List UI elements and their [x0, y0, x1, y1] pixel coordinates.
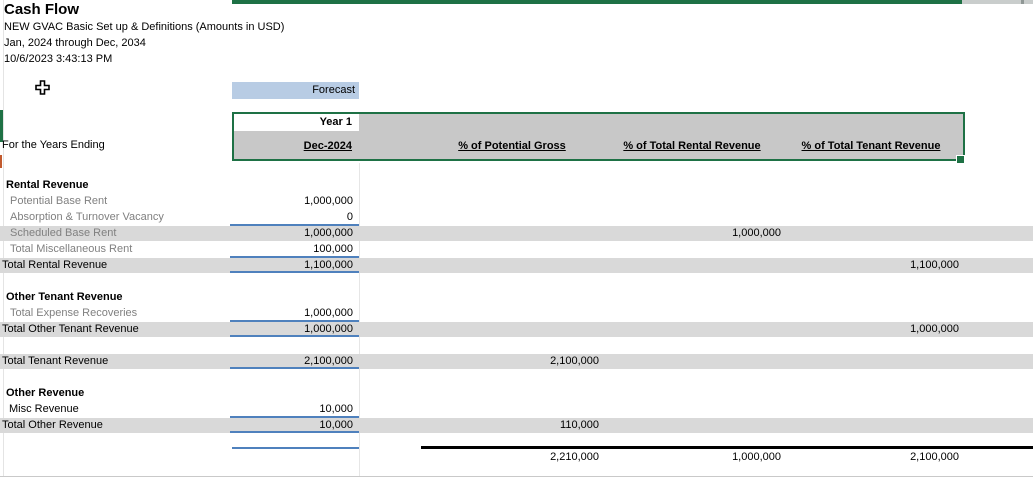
subtotal-rule	[230, 271, 359, 273]
cell-value: 1,000,000	[732, 451, 781, 463]
table-row: 2,210,000 1,000,000 2,100,000	[0, 450, 1033, 466]
report-subtitle: NEW GVAC Basic Set up & Definitions (Amo…	[4, 21, 285, 33]
row-label: Total Rental Revenue	[2, 259, 108, 271]
row-label: Scheduled Base Rent	[10, 227, 117, 239]
table-row: Absorption & Turnover Vacancy 0	[0, 210, 1033, 226]
row-label: Total Other Revenue	[2, 419, 103, 431]
table-row: Scheduled Base Rent 1,000,000 1,000,000	[0, 226, 1033, 241]
cell-value: 1,000,000	[304, 227, 353, 239]
cell-value: 0	[346, 211, 353, 223]
subtotal-rule	[230, 256, 359, 258]
subtotal-rule	[230, 320, 359, 322]
cell-value: 1,000,000	[732, 227, 781, 239]
cell-value: 2,100,000	[910, 451, 959, 463]
table-row	[0, 370, 1033, 386]
row-label: Total Miscellaneous Rent	[10, 243, 133, 255]
cell-value: 10,000	[319, 419, 353, 431]
column-header-period[interactable]: Dec-2024	[303, 140, 352, 152]
subtotal-rule	[230, 367, 359, 369]
scenario-cell[interactable]: Forecast	[232, 82, 359, 99]
report-timestamp: 10/6/2023 3:43:13 PM	[4, 53, 113, 65]
table-row	[0, 338, 1033, 354]
selection-handle[interactable]	[956, 155, 965, 164]
subtotal-rule	[230, 416, 359, 418]
column-gridline	[359, 163, 360, 476]
cell-value: 1,100,000	[910, 259, 959, 271]
row-label: Absorption & Turnover Vacancy	[10, 211, 164, 223]
cell-value: 1,000,000	[304, 323, 353, 335]
row-axis-label: For the Years Ending	[2, 139, 105, 151]
report-rows: Rental Revenue Potential Base Rent 1,000,0…	[0, 178, 1033, 468]
table-row: Other Revenue	[0, 386, 1033, 402]
table-row: Total Expense Recoveries 1,000,000	[0, 306, 1033, 322]
column-header-pct-potential-gross[interactable]: % of Potential Gross	[458, 140, 566, 152]
grand-total-rule-blue	[232, 447, 359, 449]
table-row: Total Other Revenue 10,000 110,000	[0, 418, 1033, 433]
cell-value: 2,100,000	[304, 355, 353, 367]
year-group-header: Year 1	[234, 114, 359, 131]
top-pane-border	[232, 0, 962, 4]
cell-value: 1,000,000	[304, 307, 353, 319]
subtotal-rule	[230, 335, 359, 337]
row-label: Total Expense Recoveries	[10, 307, 138, 319]
table-row: Total Miscellaneous Rent 100,000	[0, 242, 1033, 258]
left-pane-marker-green	[0, 110, 3, 142]
table-row: Total Rental Revenue 1,100,000 1,100,000	[0, 258, 1033, 273]
row-label: Total Other Tenant Revenue	[2, 323, 139, 335]
row-label: Other Revenue	[6, 387, 85, 399]
row-label: Potential Base Rent	[10, 195, 108, 207]
table-row: Potential Base Rent 1,000,000	[0, 194, 1033, 210]
cell-value: 10,000	[319, 403, 353, 415]
row-label: Rental Revenue	[6, 179, 89, 191]
row-label: Other Tenant Revenue	[6, 291, 123, 303]
table-row: Other Tenant Revenue	[0, 290, 1033, 306]
column-header-pct-total-tenant[interactable]: % of Total Tenant Revenue	[801, 140, 941, 152]
grand-total-rule-black	[421, 446, 1033, 449]
table-row: Total Tenant Revenue 2,100,000 2,100,000	[0, 354, 1033, 369]
row-label: Misc Revenue	[9, 403, 79, 415]
cell-cursor-icon	[35, 80, 50, 95]
table-row: Total Other Tenant Revenue 1,000,000 1,000…	[0, 322, 1033, 337]
column-header-box	[232, 112, 965, 161]
row-label: Total Tenant Revenue	[2, 355, 109, 367]
cell-value: 2,210,000	[550, 451, 599, 463]
report-period: Jan, 2024 through Dec, 2034	[4, 37, 146, 49]
cell-value: 1,000,000	[910, 323, 959, 335]
cell-value: 1,000,000	[304, 195, 353, 207]
column-header-pct-total-rental[interactable]: % of Total Rental Revenue	[623, 140, 761, 152]
cell-value: 1,100,000	[304, 259, 353, 271]
subtotal-rule	[230, 431, 359, 433]
subtotal-rule	[230, 224, 359, 226]
cell-value: 100,000	[313, 243, 353, 255]
top-scrollbar-thumb[interactable]	[1021, 0, 1024, 4]
page-title: Cash Flow	[4, 1, 80, 18]
table-row: Rental Revenue	[0, 178, 1033, 194]
cell-value: 110,000	[560, 419, 599, 431]
cell-value: 2,100,000	[550, 355, 599, 367]
left-pane-marker-orange	[0, 155, 2, 168]
table-row	[0, 274, 1033, 290]
top-scrollbar[interactable]	[962, 0, 1033, 4]
table-row: Misc Revenue 10,000	[0, 402, 1033, 418]
table-row	[0, 434, 1033, 450]
